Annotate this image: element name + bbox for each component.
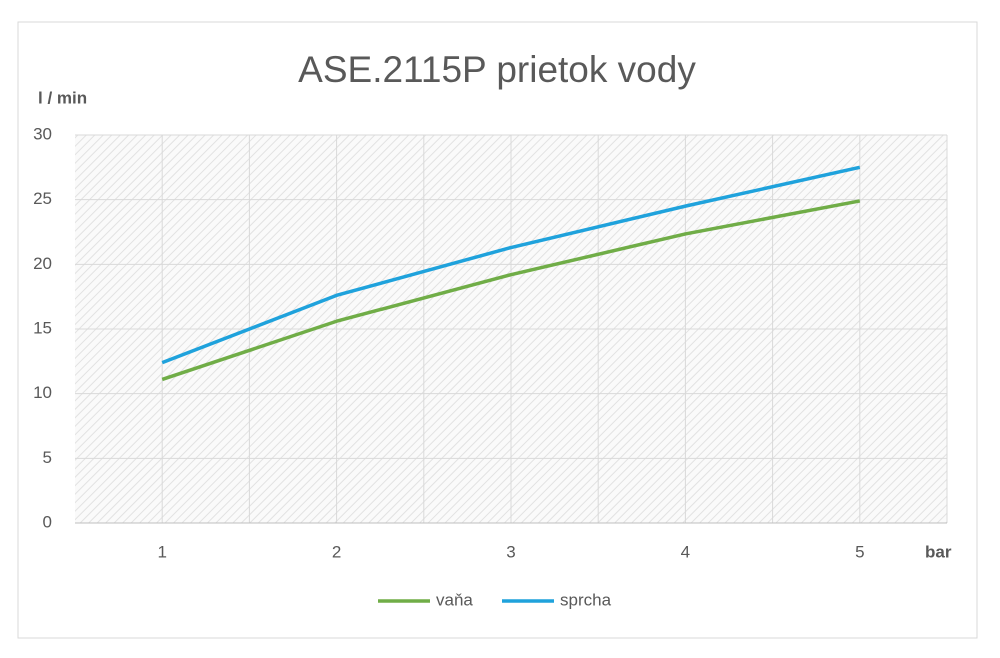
legend-label: vaňa [436, 590, 473, 609]
x-axis-label: bar [925, 542, 952, 561]
x-tick-label: 2 [332, 542, 341, 561]
y-tick-label: 0 [43, 512, 52, 531]
x-tick-label: 5 [855, 542, 864, 561]
chart-title: ASE.2115P prietok vody [298, 49, 696, 90]
x-tick-label: 4 [681, 542, 690, 561]
series-line [161, 199, 861, 382]
y-tick-label: 30 [33, 124, 52, 143]
y-tick-label: 25 [33, 189, 52, 208]
y-tick-label: 10 [33, 383, 52, 402]
legend-label: sprcha [560, 590, 612, 609]
series-line [161, 165, 861, 365]
y-tick-label: 15 [33, 318, 52, 337]
x-tick-label: 3 [506, 542, 515, 561]
y-axis-label: l / min [38, 88, 87, 107]
y-tick-label: 20 [33, 254, 52, 273]
x-tick-label: 1 [157, 542, 166, 561]
y-tick-label: 5 [43, 448, 52, 467]
